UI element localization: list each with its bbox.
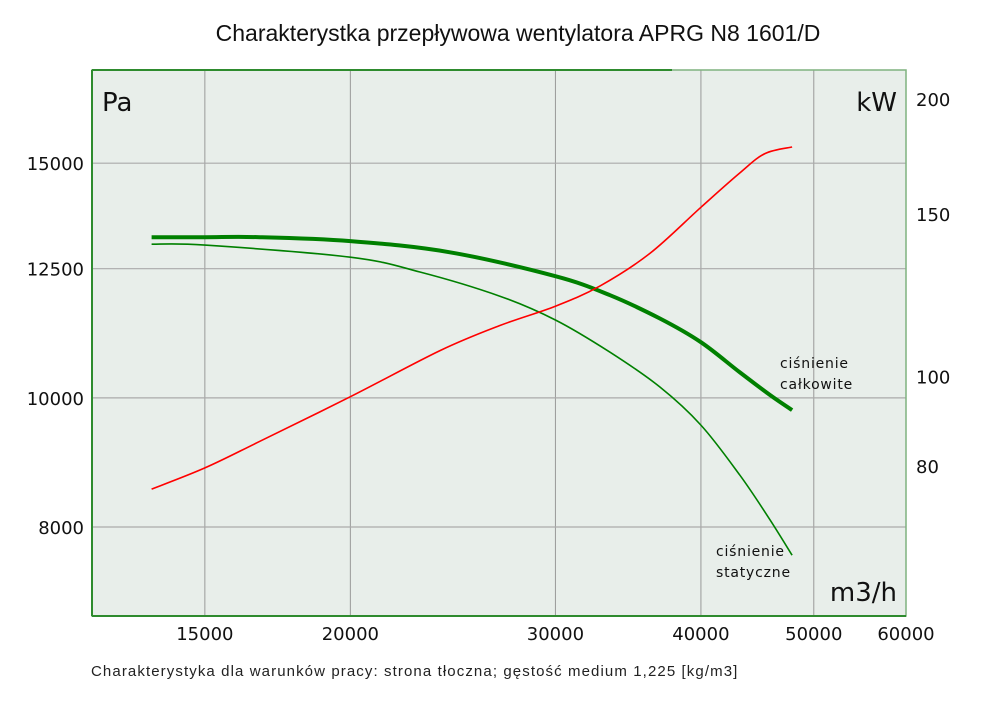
y-tick-label: 8000: [38, 518, 84, 539]
y2-tick-label: 100: [916, 368, 950, 389]
x-tick-label: 20000: [322, 624, 379, 645]
static-pressure-curve: [151, 243, 793, 556]
chart-title: Charakterystka przepływowa wentylatora A…: [216, 20, 821, 46]
x-tick-label: 60000: [877, 624, 934, 645]
x-tick-label: 15000: [176, 624, 233, 645]
x-tick-label: 30000: [527, 624, 584, 645]
y2-tick-labels: 200 150 100 80: [916, 90, 950, 478]
plot-background: [92, 70, 906, 616]
label-static-pressure-line2: statyczne: [716, 565, 791, 581]
y2-axis-unit-label: kW: [856, 88, 897, 118]
x-tick-label: 40000: [672, 624, 729, 645]
label-static-pressure: ciśnienie statyczne: [716, 544, 791, 581]
label-static-pressure-line1: ciśnienie: [716, 544, 785, 560]
y2-tick-label: 80: [916, 457, 939, 478]
x-tick-labels: 15000 20000 30000 40000 50000 60000: [176, 624, 934, 645]
y2-tick-label: 200: [916, 90, 950, 111]
x-tick-label: 50000: [785, 624, 842, 645]
y-tick-labels: 15000 12500 10000 8000: [27, 154, 84, 539]
y-axis-unit-label: Pa: [102, 88, 132, 118]
y-tick-label: 10000: [27, 389, 84, 410]
power-curve: [151, 146, 793, 490]
chart-subtitle: Charakterystyka dla warunków pracy: stro…: [91, 663, 738, 680]
y-tick-label: 12500: [27, 260, 84, 281]
grid-lines: [92, 70, 906, 616]
label-total-pressure: ciśnienie całkowite: [780, 356, 853, 393]
curves: [151, 146, 794, 556]
total-pressure-curve: [151, 234, 794, 412]
y2-tick-label: 150: [916, 205, 950, 226]
x-axis-unit-label: m3/h: [830, 578, 897, 608]
label-total-pressure-line1: ciśnienie: [780, 356, 849, 372]
label-total-pressure-line2: całkowite: [780, 377, 853, 393]
plot-area: [91, 69, 907, 617]
y-tick-label: 15000: [27, 154, 84, 175]
